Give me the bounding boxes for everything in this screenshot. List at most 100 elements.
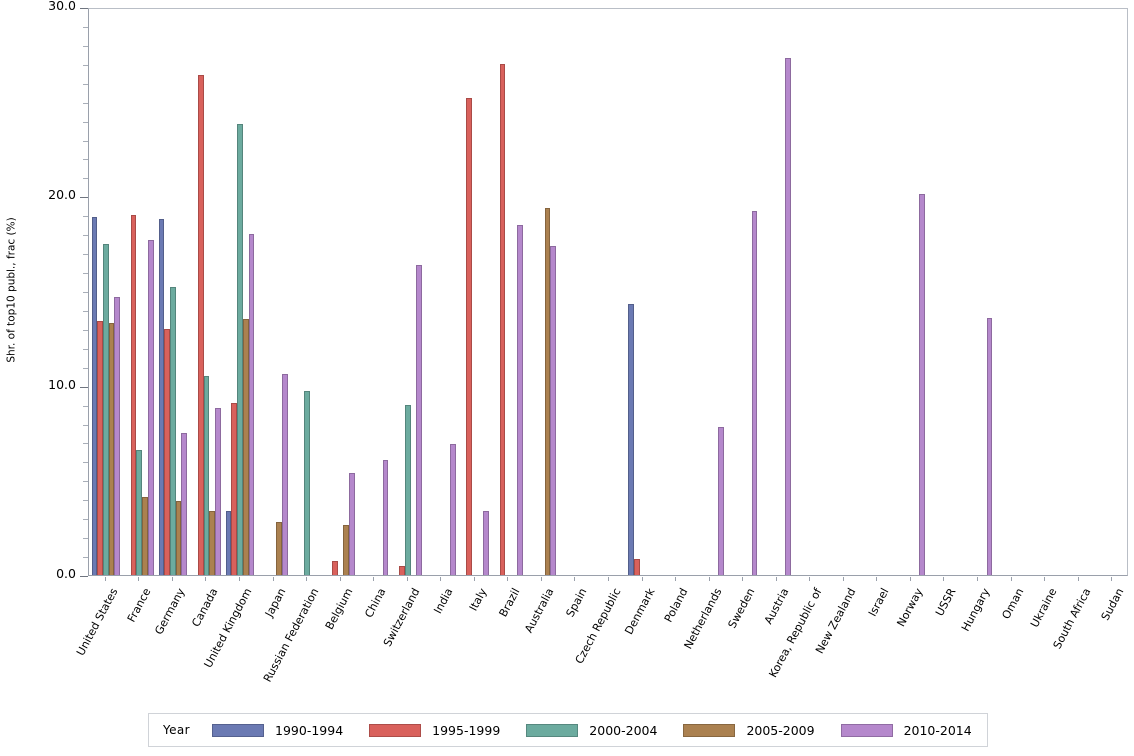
legend-item[interactable]: 1990-1994: [212, 723, 343, 738]
bar[interactable]: [466, 97, 472, 575]
bar[interactable]: [718, 427, 724, 575]
x-tick-label: France: [125, 586, 154, 625]
bar[interactable]: [785, 58, 791, 575]
x-tick-label: Norway: [894, 586, 926, 629]
bar-group: [997, 9, 1026, 575]
bar[interactable]: [751, 211, 758, 575]
bar-group: [427, 9, 456, 575]
x-tick: [406, 577, 408, 581]
bar[interactable]: [404, 404, 411, 575]
bars-container: [89, 9, 1127, 575]
bar[interactable]: [483, 510, 490, 575]
y-tick-minor: [83, 254, 88, 256]
bar-group: [192, 9, 221, 575]
bar[interactable]: [399, 565, 405, 575]
y-tick-major: [80, 386, 88, 388]
bar[interactable]: [237, 124, 243, 575]
x-tick-label: Japan: [262, 586, 288, 620]
bar[interactable]: [209, 510, 215, 575]
bar-group: [393, 9, 422, 575]
legend-item[interactable]: 2010-2014: [840, 723, 972, 738]
bar[interactable]: [197, 75, 204, 575]
bar[interactable]: [102, 243, 109, 575]
bar[interactable]: [170, 287, 176, 575]
bar[interactable]: [516, 224, 523, 575]
bar[interactable]: [97, 321, 103, 575]
y-tick-minor: [83, 64, 88, 66]
bar[interactable]: [248, 234, 255, 575]
bar[interactable]: [214, 408, 221, 575]
bar-group: [259, 9, 288, 575]
bar[interactable]: [349, 472, 355, 575]
x-tick-label: Austria: [761, 586, 792, 627]
bar[interactable]: [181, 433, 188, 575]
x-tick: [205, 577, 207, 581]
bar[interactable]: [544, 207, 551, 575]
y-tick-minor: [83, 348, 88, 350]
bar[interactable]: [276, 522, 283, 575]
bar[interactable]: [231, 402, 238, 575]
bar[interactable]: [633, 558, 640, 575]
x-tick: [641, 577, 643, 581]
y-tick-label: 20.0: [48, 187, 76, 203]
y-tick-major: [80, 576, 88, 577]
bar[interactable]: [343, 524, 350, 575]
bar[interactable]: [114, 296, 121, 575]
bar[interactable]: [919, 194, 926, 575]
y-tick-minor: [83, 367, 88, 369]
bar[interactable]: [986, 317, 993, 575]
legend-label: 2000-2004: [589, 722, 658, 738]
bar[interactable]: [164, 328, 170, 575]
x-tick: [842, 577, 844, 581]
bar[interactable]: [225, 510, 232, 575]
y-tick-minor: [83, 424, 88, 426]
x-tick: [272, 577, 274, 581]
bar[interactable]: [203, 376, 210, 575]
bar[interactable]: [108, 323, 115, 575]
bar[interactable]: [550, 245, 557, 575]
bar[interactable]: [499, 63, 506, 575]
legend-item[interactable]: 2000-2004: [526, 723, 657, 738]
bar[interactable]: [628, 304, 634, 575]
legend-item[interactable]: 2005-2009: [683, 722, 815, 738]
legend-label: 1995-1999: [432, 722, 501, 738]
x-tick: [977, 577, 979, 581]
bar[interactable]: [136, 450, 143, 575]
legend-label: 1990-1994: [275, 722, 344, 738]
x-tick-label: Russian Federation: [261, 586, 322, 685]
x-tick: [507, 577, 509, 581]
x-tick: [440, 577, 442, 581]
x-tick-label: Korea, Republic of: [766, 586, 825, 680]
bar[interactable]: [147, 239, 154, 575]
x-tick: [876, 577, 878, 581]
bar[interactable]: [282, 374, 288, 575]
y-tick-minor: [83, 216, 88, 218]
legend-item[interactable]: 1995-1999: [369, 723, 500, 738]
bar[interactable]: [158, 219, 165, 575]
legend: Year 1990-1994 1995-1999 2000-2004 2005-200…: [148, 713, 988, 747]
x-tick: [809, 577, 811, 581]
bar[interactable]: [382, 459, 389, 575]
x-tick-label: Sweden: [725, 586, 758, 631]
bar[interactable]: [242, 319, 249, 575]
x-tick-label: India: [431, 586, 456, 616]
bar[interactable]: [142, 497, 148, 575]
bar-group: [461, 9, 490, 575]
y-axis-label: Shr. of top10 publ., frac (%): [0, 0, 24, 580]
x-tick-label: Israel: [866, 586, 892, 619]
y-tick-minor: [83, 140, 88, 142]
bar-group: [897, 9, 926, 575]
bar-group: [863, 9, 892, 575]
bar[interactable]: [130, 215, 137, 575]
bar[interactable]: [175, 501, 182, 575]
bar[interactable]: [304, 391, 310, 575]
bar[interactable]: [332, 560, 338, 575]
x-tick-label: Sudan: [1098, 586, 1127, 623]
legend-label: 2005-2009: [746, 722, 815, 738]
bar[interactable]: [449, 444, 456, 575]
bar[interactable]: [416, 264, 422, 575]
x-tick-label: Netherlands: [681, 586, 725, 652]
bar[interactable]: [91, 217, 98, 575]
bar-group: [930, 9, 959, 575]
bar-group: [762, 9, 791, 575]
